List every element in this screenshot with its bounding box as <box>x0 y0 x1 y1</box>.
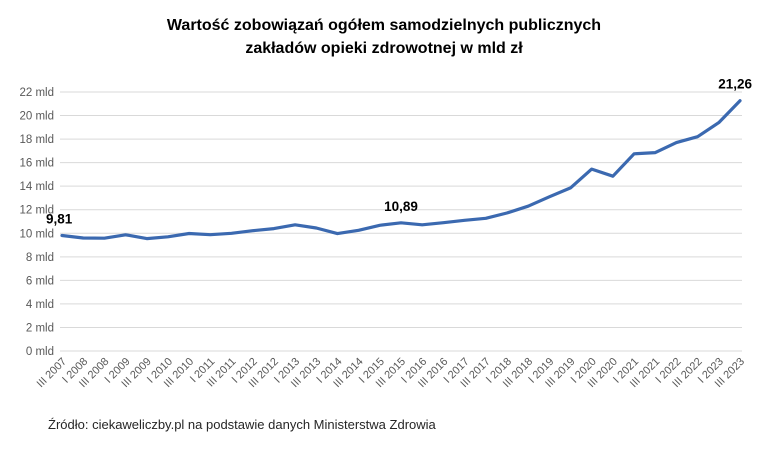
y-axis-tick-label: 18 mld <box>19 134 54 146</box>
data-series-line <box>60 99 742 241</box>
data-point-label: 21,26 <box>718 77 752 92</box>
y-axis-tick-label: 4 mld <box>26 299 54 311</box>
y-axis-tick-label: 6 mld <box>26 275 54 287</box>
y-axis-tick-label: 12 mld <box>19 205 54 217</box>
y-axis-tick-label: 16 mld <box>19 158 54 170</box>
chart-title-line2: zakładów opieki zdrowotnej w mld zł <box>245 40 523 57</box>
y-axis-tick-label: 0 mld <box>26 346 54 358</box>
y-axis-tick-label: 2 mld <box>26 322 54 334</box>
chart-title: Wartość zobowiązań ogółem samodzielnych … <box>0 14 768 60</box>
chart-title-line1: Wartość zobowiązań ogółem samodzielnych … <box>166 17 602 34</box>
data-point-label: 9,81 <box>46 212 73 227</box>
y-axis-tick-label: 22 mld <box>19 87 54 99</box>
y-axis-tick-label: 8 mld <box>26 252 54 264</box>
y-axis-tick-label: 14 mld <box>19 181 54 193</box>
data-point-label: 10,89 <box>384 199 418 214</box>
source-note: Źródło: ciekaweliczby.pl na podstawie da… <box>48 417 436 432</box>
y-axis-tick-label: 10 mld <box>19 228 54 240</box>
y-axis-tick-label: 20 mld <box>19 111 54 123</box>
